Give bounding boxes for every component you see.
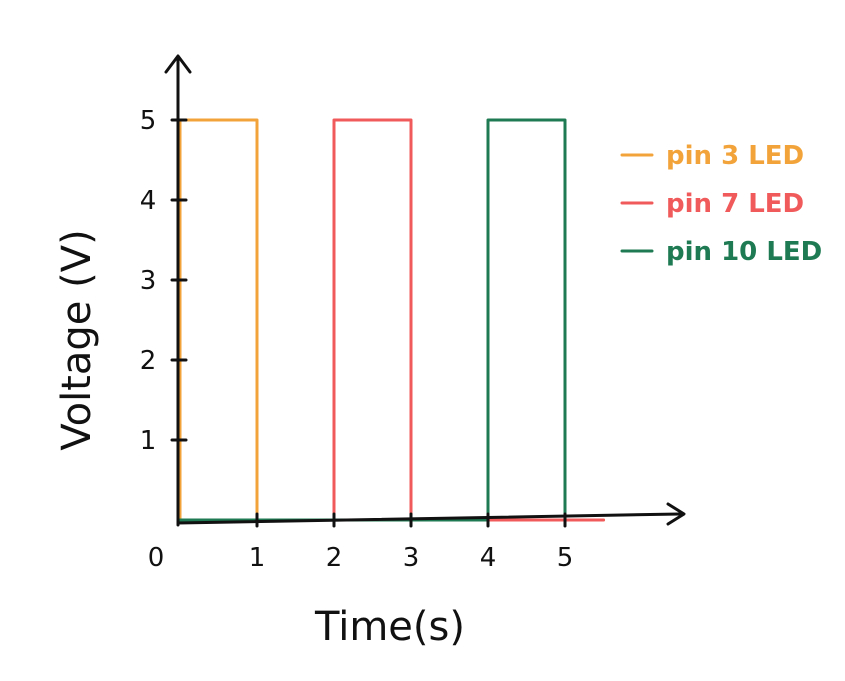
x-tick-label: 5 <box>557 543 574 573</box>
x-axis-title: Time(s) <box>314 604 465 650</box>
y-tick-label: 4 <box>140 186 157 216</box>
series-line-2 <box>332 118 605 522</box>
legend: pin 3 LED pin 7 LED pin 10 LED <box>620 141 822 267</box>
series-line-3 <box>178 118 567 522</box>
y-tick-label: 5 <box>140 106 157 136</box>
x-tick-label: 3 <box>403 543 420 573</box>
series-line-1 <box>178 118 605 522</box>
y-tick-label: 1 <box>140 426 157 456</box>
x-axis-arrow <box>666 502 686 526</box>
y-axis-arrow <box>164 54 192 74</box>
legend-label-3: pin 10 LED <box>666 237 822 267</box>
x-tick-label: 4 <box>480 543 497 573</box>
x-tick-label: 1 <box>249 543 266 573</box>
x-tick-label: 2 <box>326 543 343 573</box>
ticks-layer: 1 2 3 4 5 0 1 2 3 4 5 <box>140 106 574 573</box>
y-axis-title: Voltage (V) <box>54 229 100 450</box>
series-layer <box>178 118 605 522</box>
y-tick-label: 2 <box>140 346 157 376</box>
axes-layer <box>164 54 686 527</box>
legend-label-1: pin 3 LED <box>666 141 804 171</box>
x-axis <box>176 512 682 525</box>
legend-label-2: pin 7 LED <box>666 189 804 219</box>
x-tick-label: 0 <box>148 543 165 573</box>
y-tick-label: 3 <box>140 266 157 296</box>
